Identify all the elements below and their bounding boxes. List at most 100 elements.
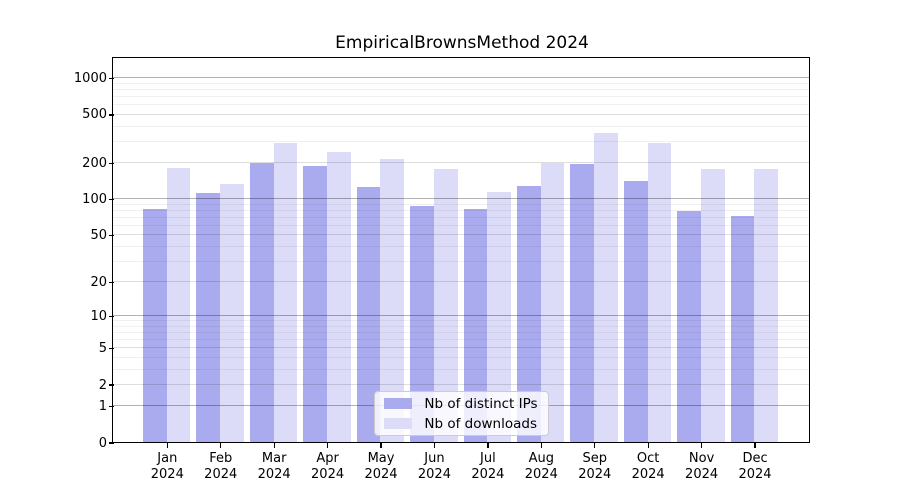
y-tick-label-200: 200 bbox=[82, 155, 107, 171]
y-tick-label-1: 1 bbox=[98, 398, 107, 414]
y-tick-mark-1 bbox=[109, 405, 114, 408]
y-tick-mark-20 bbox=[109, 281, 114, 283]
month-label: Jan bbox=[157, 451, 178, 466]
y-gridline-500 bbox=[113, 113, 810, 115]
bar-ips-jan bbox=[143, 208, 167, 443]
y-tick-mark-200 bbox=[109, 162, 114, 164]
bar-ips-may bbox=[356, 186, 381, 443]
x-tick-label-dec: Dec 2024 bbox=[723, 451, 787, 483]
y-tick-mark-10 bbox=[109, 315, 114, 318]
year-label: 2024 bbox=[417, 467, 451, 482]
x-tick-mark-oct bbox=[647, 443, 649, 448]
y-gridline-7 bbox=[113, 332, 810, 334]
x-tick-mark-may bbox=[380, 443, 382, 448]
bar-ips-apr bbox=[303, 165, 327, 443]
y-tick-label-0: 0 bbox=[98, 435, 107, 451]
y-gridline-5 bbox=[113, 347, 810, 349]
y-gridline-200 bbox=[113, 162, 810, 163]
legend-item-distinct-ips: Nb of distinct IPs bbox=[384, 396, 544, 412]
y-gridline-6 bbox=[113, 339, 810, 341]
x-tick-mark-jan bbox=[166, 443, 168, 448]
y-tick-label-100: 100 bbox=[82, 191, 107, 207]
bar-downloads-sep bbox=[594, 133, 618, 443]
y-gridline-70 bbox=[113, 216, 810, 218]
x-tick-mark-jun bbox=[433, 443, 436, 448]
bar-ips-nov bbox=[677, 211, 701, 443]
year-label: 2024 bbox=[578, 467, 612, 482]
legend-swatch-distinct-ips bbox=[384, 398, 413, 410]
y-gridline-30 bbox=[113, 260, 810, 262]
bar-downloads-apr bbox=[326, 151, 351, 443]
x-tick-label-jun: Jun 2024 bbox=[402, 451, 466, 483]
y-gridline-600 bbox=[113, 104, 810, 106]
year-label: 2024 bbox=[364, 467, 398, 482]
bar-ips-sep bbox=[570, 164, 595, 443]
month-label: Aug bbox=[528, 451, 554, 466]
bar-downloads-may bbox=[380, 158, 405, 443]
month-label: Dec bbox=[742, 451, 768, 466]
bar-downloads-dec bbox=[754, 168, 779, 443]
y-gridline-700 bbox=[113, 96, 810, 98]
x-tick-mark-apr bbox=[326, 443, 329, 448]
y-gridline-2 bbox=[113, 383, 810, 385]
y-gridline-80 bbox=[113, 209, 810, 211]
bar-downloads-feb bbox=[220, 184, 244, 443]
plot-area: Nb of distinct IPs Nb of downloads bbox=[112, 57, 811, 444]
bar-downloads-jan bbox=[166, 168, 191, 443]
y-tick-label-10: 10 bbox=[90, 308, 107, 324]
month-label: Apr bbox=[316, 451, 339, 466]
x-tick-label-nov: Nov 2024 bbox=[670, 451, 734, 483]
month-label: Mar bbox=[261, 451, 287, 466]
y-tick-label-1000: 1000 bbox=[73, 70, 107, 86]
bar-downloads-nov bbox=[701, 168, 725, 443]
y-gridline-60 bbox=[113, 224, 810, 226]
y-tick-mark-1000 bbox=[109, 77, 114, 80]
bar-downloads-oct bbox=[647, 142, 672, 443]
chart-title: EmpiricalBrownsMethod 2024 bbox=[335, 33, 589, 53]
x-tick-mark-feb bbox=[220, 443, 222, 448]
month-label: May bbox=[367, 451, 395, 466]
y-tick-label-50: 50 bbox=[90, 227, 107, 243]
y-gridline-20 bbox=[113, 281, 810, 283]
y-tick-mark-500 bbox=[109, 114, 114, 116]
year-label: 2024 bbox=[204, 467, 238, 482]
plot-canvas bbox=[113, 58, 810, 443]
y-gridline-50 bbox=[113, 234, 810, 236]
bar-ips-feb bbox=[196, 192, 221, 443]
x-tick-label-jul: Jul 2024 bbox=[456, 451, 520, 483]
y-tick-label-500: 500 bbox=[82, 107, 107, 123]
year-label: 2024 bbox=[524, 467, 558, 482]
legend: Nb of distinct IPs Nb of downloads bbox=[374, 391, 550, 437]
x-tick-label-apr: Apr 2024 bbox=[296, 451, 360, 483]
bar-ips-mar bbox=[249, 162, 274, 443]
y-gridline-300 bbox=[113, 140, 810, 142]
month-label: Oct bbox=[636, 451, 660, 466]
y-tick-label-20: 20 bbox=[90, 274, 107, 290]
legend-swatch-downloads bbox=[384, 418, 413, 430]
y-gridline-40 bbox=[113, 245, 810, 247]
y-gridline-4 bbox=[113, 356, 810, 358]
y-gridline-400 bbox=[113, 125, 810, 127]
month-label: Sep bbox=[582, 451, 607, 466]
x-tick-mark-sep bbox=[594, 443, 596, 448]
x-tick-mark-mar bbox=[273, 443, 275, 448]
x-tick-mark-jul bbox=[487, 443, 489, 448]
bar-ips-jul bbox=[463, 209, 488, 443]
x-tick-label-mar: Mar 2024 bbox=[242, 451, 306, 483]
year-label: 2024 bbox=[471, 467, 505, 482]
x-tick-label-may: May 2024 bbox=[349, 451, 413, 483]
month-label: Jul bbox=[480, 451, 496, 466]
bar-ips-aug bbox=[517, 185, 541, 443]
x-tick-mark-nov bbox=[701, 443, 703, 448]
month-label: Nov bbox=[688, 451, 715, 466]
year-label: 2024 bbox=[150, 467, 184, 482]
legend-item-downloads: Nb of downloads bbox=[384, 416, 544, 432]
y-tick-label-2: 2 bbox=[98, 377, 107, 393]
y-tick-mark-0 bbox=[109, 442, 114, 444]
year-label: 2024 bbox=[257, 467, 291, 482]
x-tick-label-jan: Jan 2024 bbox=[135, 451, 199, 483]
y-tick-mark-2 bbox=[109, 384, 114, 386]
x-tick-label-aug: Aug 2024 bbox=[509, 451, 573, 483]
y-gridline-3 bbox=[113, 368, 810, 370]
year-label: 2024 bbox=[631, 467, 665, 482]
